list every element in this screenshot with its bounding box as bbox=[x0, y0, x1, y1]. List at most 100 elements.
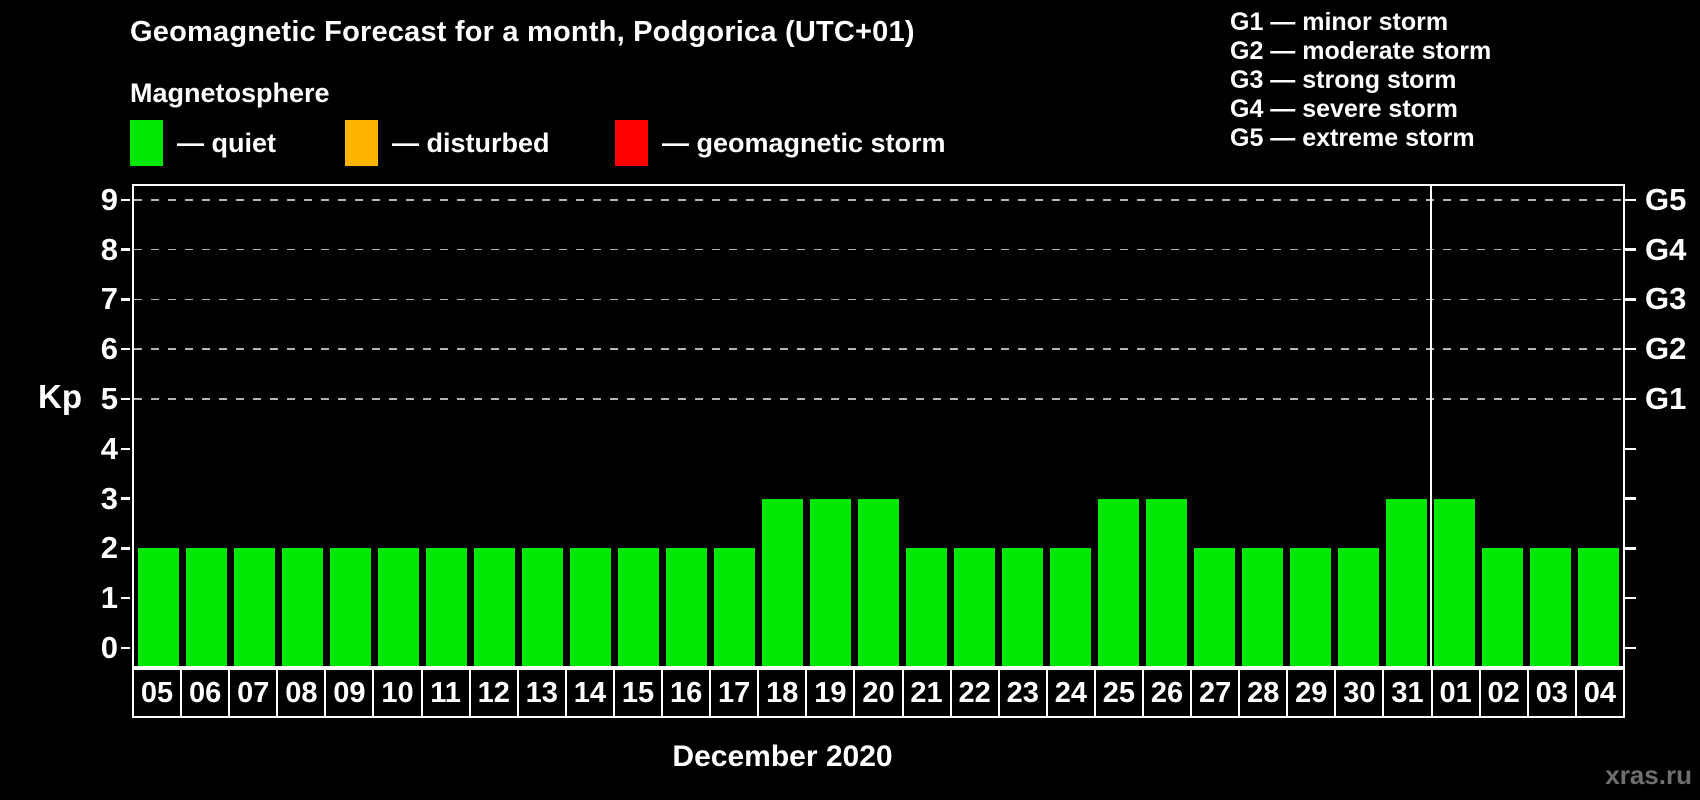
bar-day-14 bbox=[569, 548, 611, 666]
quiet-swatch bbox=[130, 120, 163, 166]
gridline-kp6 bbox=[134, 348, 1623, 350]
right-axis-label-G4: G4 bbox=[1645, 231, 1687, 267]
date-cell-10: 10 bbox=[374, 670, 423, 716]
bar-day-06 bbox=[185, 548, 227, 666]
bar-day-02 bbox=[1482, 548, 1524, 666]
legend-item-geomagnetic-storm: — geomagnetic storm bbox=[615, 120, 946, 166]
bar-day-23 bbox=[1002, 548, 1044, 666]
bar-day-30 bbox=[1338, 548, 1380, 666]
y-tick-label-3: 3 bbox=[100, 480, 118, 516]
date-cell-24: 24 bbox=[1048, 670, 1096, 716]
y-tick-label-8: 8 bbox=[100, 231, 118, 267]
right-tick-kp2 bbox=[1625, 547, 1636, 550]
magnetosphere-subtitle: Magnetosphere bbox=[130, 78, 330, 108]
right-axis-label-G3: G3 bbox=[1645, 281, 1687, 317]
bar-day-05 bbox=[137, 548, 179, 666]
bar-day-31 bbox=[1386, 498, 1428, 666]
date-cell-05: 05 bbox=[134, 670, 183, 716]
date-cell-18: 18 bbox=[759, 670, 808, 716]
bar-day-20 bbox=[857, 498, 899, 666]
date-cell-03: 03 bbox=[1529, 670, 1577, 716]
y-tick-label-4: 4 bbox=[100, 430, 118, 466]
x-axis-date-row: 05 06 07 08 09 10 11 12 13 14 15 16 17 18 19 20 21 22 23 24… bbox=[132, 668, 1625, 718]
date-cell-15: 15 bbox=[615, 670, 664, 716]
bar-day-27 bbox=[1194, 548, 1236, 666]
y-tick-label-2: 2 bbox=[100, 530, 118, 566]
y-tick-label-1: 1 bbox=[100, 580, 118, 616]
date-cell-06: 06 bbox=[182, 670, 231, 716]
bar-day-11 bbox=[425, 548, 467, 666]
left-tick-kp3 bbox=[121, 497, 130, 500]
gridline-kp8 bbox=[134, 248, 1623, 251]
bar-day-15 bbox=[617, 548, 659, 666]
right-tick-kp8 bbox=[1625, 248, 1636, 251]
date-cell-27: 27 bbox=[1192, 670, 1241, 716]
month-separator-line bbox=[1429, 186, 1432, 666]
bar-day-26 bbox=[1146, 498, 1188, 666]
gridline-kp5 bbox=[134, 398, 1623, 400]
date-cell-21: 21 bbox=[904, 670, 952, 716]
y-tick-label-5: 5 bbox=[100, 381, 118, 416]
date-cell-04: 04 bbox=[1583, 676, 1616, 709]
left-tick-kp7 bbox=[121, 298, 130, 301]
bar-day-18 bbox=[761, 498, 803, 666]
date-cell-30: 30 bbox=[1336, 670, 1385, 716]
bar-day-24 bbox=[1050, 548, 1092, 666]
page-title: Geomagnetic Forecast for a month, Podgor… bbox=[130, 16, 915, 48]
date-cell-12: 12 bbox=[471, 670, 519, 716]
storm-scale-legend: G1 — minor storm G2 — moderate storm G3 — … bbox=[1230, 8, 1491, 153]
plot-area bbox=[132, 184, 1625, 668]
date-cell-29: 29 bbox=[1288, 670, 1337, 716]
date-cell-07: 07 bbox=[230, 670, 279, 716]
legend-item-label: — geomagnetic storm bbox=[662, 127, 946, 158]
date-cell-25: 25 bbox=[1096, 670, 1144, 716]
date-cell-11: 11 bbox=[423, 670, 471, 716]
right-tick-kp5 bbox=[1625, 397, 1636, 401]
date-cell-17: 17 bbox=[711, 670, 760, 716]
legend-item-disturbed: — disturbed bbox=[345, 120, 550, 166]
bar-day-17 bbox=[713, 548, 755, 666]
date-cell-08: 08 bbox=[278, 670, 327, 716]
bar-day-19 bbox=[809, 498, 851, 666]
date-cell-23: 23 bbox=[1000, 670, 1048, 716]
bar-day-07 bbox=[233, 548, 275, 666]
bar-day-12 bbox=[473, 548, 515, 666]
right-axis-label-G1: G1 bbox=[1645, 381, 1687, 416]
storm-scale-line: G5 — extreme storm bbox=[1230, 124, 1475, 152]
left-tick-kp6 bbox=[121, 347, 130, 351]
bar-day-13 bbox=[521, 548, 563, 666]
plot-inner bbox=[134, 186, 1623, 666]
bar-day-21 bbox=[906, 548, 948, 666]
left-tick-kp0 bbox=[121, 646, 130, 650]
date-cell-31: 31 bbox=[1384, 670, 1433, 716]
date-cell-22: 22 bbox=[952, 670, 1000, 716]
y-tick-label-7: 7 bbox=[100, 281, 118, 317]
right-tick-kp9 bbox=[1625, 198, 1636, 202]
right-tick-kp7 bbox=[1625, 298, 1636, 301]
left-tick-kp1 bbox=[121, 596, 130, 600]
bar-day-08 bbox=[281, 548, 323, 666]
date-cell-09: 09 bbox=[326, 670, 375, 716]
storm-scale-line: G3 — strong storm bbox=[1230, 66, 1457, 94]
date-cell-26: 26 bbox=[1144, 670, 1193, 716]
y-tick-label-0: 0 bbox=[100, 630, 118, 665]
y-tick-label-9: 9 bbox=[100, 181, 118, 217]
storm-scale-line: G1 — minor storm bbox=[1230, 8, 1449, 36]
right-axis-label-G5: G5 bbox=[1645, 181, 1687, 217]
y-tick-label-6: 6 bbox=[100, 331, 118, 367]
left-tick-kp9 bbox=[121, 198, 130, 202]
date-cell-02: 02 bbox=[1481, 670, 1529, 716]
storm-scale-line: G4 — severe storm bbox=[1230, 95, 1458, 123]
date-cell-13: 13 bbox=[519, 670, 567, 716]
y-axis-label: Kp bbox=[38, 378, 82, 415]
bar-day-28 bbox=[1242, 548, 1284, 666]
left-tick-kp4 bbox=[121, 447, 130, 451]
storm-scale-line: G2 — moderate storm bbox=[1230, 37, 1492, 65]
right-tick-kp0 bbox=[1625, 646, 1636, 650]
bar-day-01 bbox=[1434, 498, 1476, 666]
bar-day-03 bbox=[1530, 548, 1572, 666]
bar-day-16 bbox=[665, 548, 707, 666]
left-tick-kp5 bbox=[121, 397, 130, 401]
date-cell-28: 28 bbox=[1240, 670, 1289, 716]
